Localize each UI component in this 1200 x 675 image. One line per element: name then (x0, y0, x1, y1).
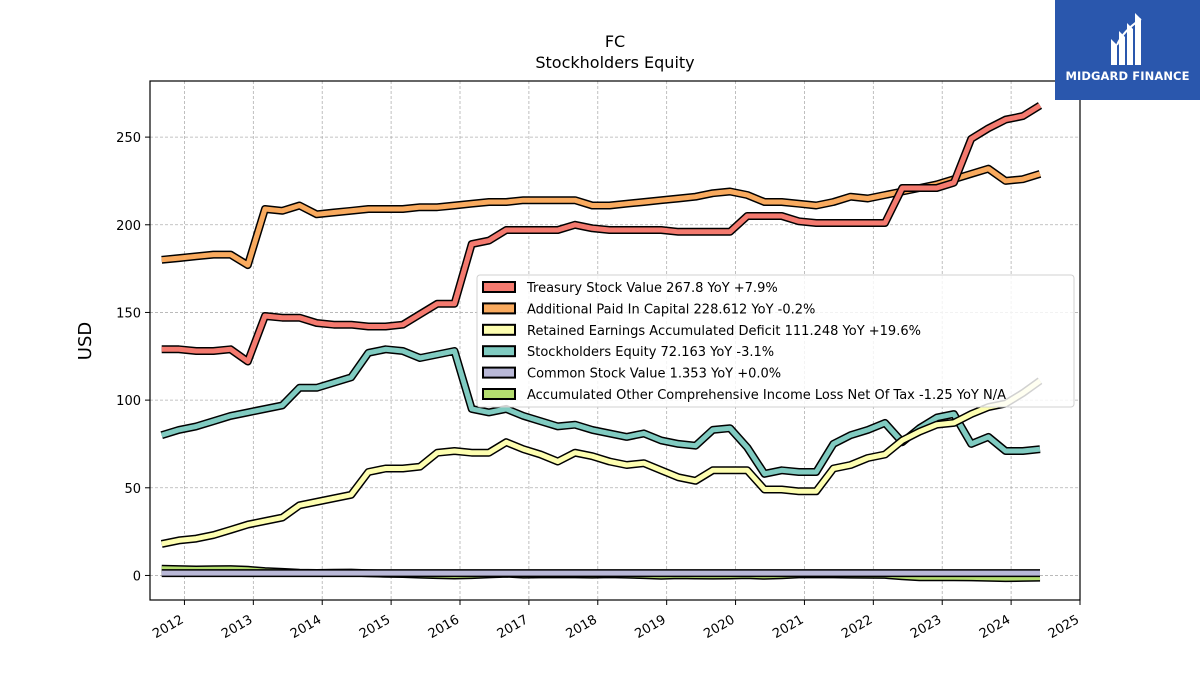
legend-item: Common Stock Value 1.353 YoY +0.0% (482, 366, 781, 382)
x-tick-label: 2024 (977, 612, 1013, 642)
series-lines (160, 102, 1043, 583)
y-tick-label: 150 (116, 306, 141, 321)
x-tick-label: 2023 (908, 612, 944, 642)
y-tick-label: 250 (116, 131, 141, 146)
x-tick-label: 2017 (495, 612, 531, 642)
series-line-outline (161, 164, 1042, 270)
legend-swatch (482, 366, 516, 379)
x-tick-label: 2022 (839, 612, 875, 642)
legend-item: Accumulated Other Comprehensive Income L… (482, 388, 1006, 403)
x-tick-label: 2020 (701, 612, 737, 642)
legend-item: Additional Paid In Capital 228.612 YoY -… (482, 302, 815, 317)
legend-swatch (482, 345, 516, 358)
legend-item: Retained Earnings Accumulated Deficit 11… (482, 323, 921, 339)
logo-text: MIDGARD FINANCE (1065, 69, 1190, 83)
chart-title: FC (605, 32, 625, 51)
legend-label: Treasury Stock Value 267.8 YoY +7.9% (526, 281, 778, 296)
x-tick-label: 2021 (770, 612, 806, 642)
legend-item: Stockholders Equity 72.163 YoY -3.1% (482, 345, 774, 360)
series-line (161, 166, 1041, 268)
series-2 (160, 377, 1043, 548)
midgard-logo-icon (1111, 13, 1142, 65)
legend-label: Stockholders Equity 72.163 YoY -3.1% (527, 345, 774, 360)
y-tick-label: 100 (116, 394, 141, 409)
series-0 (161, 102, 1043, 366)
legend-swatch (482, 281, 516, 293)
legend-label: Common Stock Value 1.353 YoY +0.0% (527, 367, 781, 382)
chart-subtitle: Stockholders Equity (535, 53, 694, 72)
legend-box (476, 274, 1075, 408)
y-tick-label: 50 (124, 482, 141, 497)
x-tick-label: 2014 (288, 612, 324, 642)
legend-swatch (482, 302, 516, 315)
x-tick-label: 2019 (633, 612, 669, 642)
x-tick-label: 2025 (1046, 612, 1082, 642)
series-line (160, 346, 1041, 477)
x-tick-label: 2018 (564, 612, 600, 642)
axes-frame (149, 80, 1081, 601)
legend-swatch (482, 323, 516, 336)
y-axis-label: USD (75, 322, 96, 360)
y-tick-label: 0 (133, 569, 141, 584)
brand-logo: MIDGARD FINANCE (1055, 0, 1200, 100)
series-3 (160, 345, 1041, 478)
series-line (161, 378, 1042, 547)
x-tick-label: 2013 (219, 612, 255, 642)
series-line (161, 103, 1042, 364)
series-1 (161, 164, 1042, 270)
x-tick-label: 2012 (150, 612, 186, 642)
x-tick-label: 2015 (357, 612, 393, 642)
legend-item: Treasury Stock Value 267.8 YoY +7.9% (482, 281, 778, 296)
legend-label: Retained Earnings Accumulated Deficit 11… (527, 324, 921, 339)
x-tick-label: 2016 (426, 612, 462, 642)
legend-label: Accumulated Other Comprehensive Income L… (527, 388, 1006, 403)
y-tick-label: 200 (116, 219, 141, 234)
legend: Treasury Stock Value 267.8 YoY +7.9% Addi… (476, 274, 1075, 408)
legend-label: Additional Paid In Capital 228.612 YoY -… (527, 302, 815, 317)
legend-swatch (482, 388, 516, 400)
